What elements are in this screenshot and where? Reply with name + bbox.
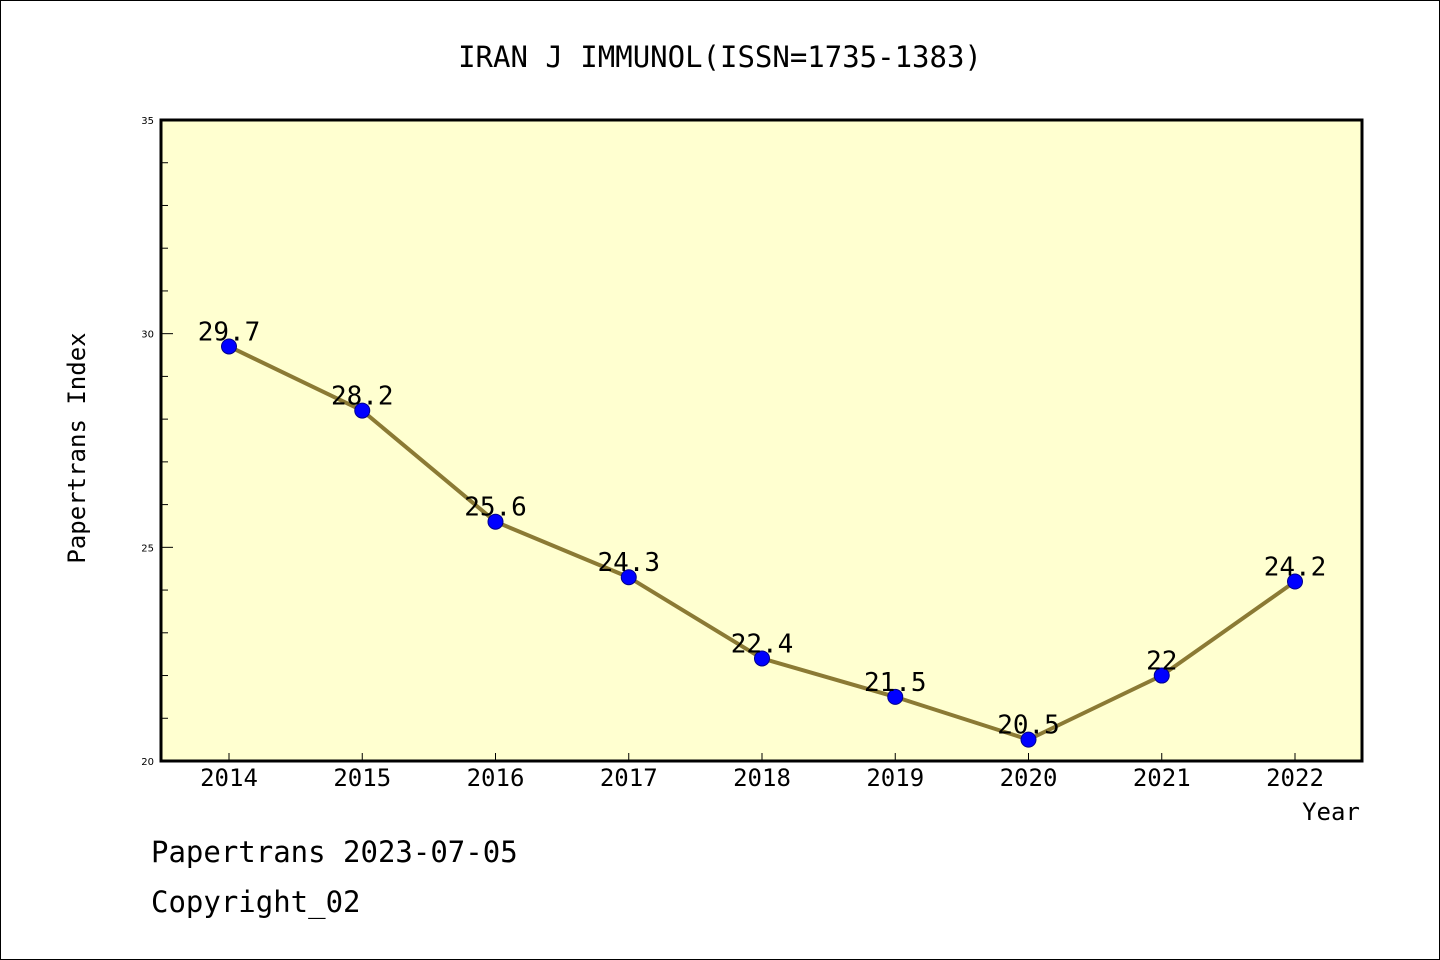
- footer-copyright: Copyright_02: [151, 885, 361, 919]
- data-point-marker: [887, 688, 904, 705]
- data-label: 22.4: [731, 629, 794, 659]
- x-axis-label: Year: [1302, 798, 1360, 826]
- data-label: 22: [1146, 647, 1177, 677]
- x-tick-label: 2014: [200, 764, 258, 792]
- x-tick-label: 2015: [333, 764, 391, 792]
- data-label: 29.7: [198, 317, 261, 347]
- x-tick-label: 2018: [733, 764, 791, 792]
- x-tick-label: 2017: [600, 764, 658, 792]
- x-tick-label: 2021: [1133, 764, 1191, 792]
- data-point-marker: [1153, 667, 1170, 684]
- data-point-marker: [221, 338, 237, 355]
- x-tick-label: 2016: [467, 764, 525, 792]
- y-tick-label: 25: [141, 543, 154, 554]
- data-label: 21.5: [864, 668, 927, 698]
- data-point-marker: [620, 569, 637, 586]
- data-label: 25.6: [464, 493, 527, 523]
- data-point-marker: [1287, 573, 1303, 590]
- y-minor-ticks: [161, 119, 173, 762]
- x-ticks: [228, 753, 1296, 761]
- data-point-marker: [1020, 731, 1037, 748]
- x-tick-label: 2022: [1266, 764, 1324, 792]
- data-point-marker: [487, 513, 504, 530]
- data-label: 24.2: [1264, 553, 1327, 583]
- y-tick-label: 30: [141, 330, 154, 341]
- x-tick-label: 2019: [866, 764, 924, 792]
- data-markers: [221, 338, 1303, 748]
- y-tick-label: 20: [141, 757, 154, 768]
- data-label: 24.3: [597, 548, 660, 578]
- footer-date: Papertrans 2023-07-05: [151, 835, 518, 869]
- data-label: 28.2: [331, 382, 394, 412]
- y-tick-labels: 20 25 30 35: [141, 116, 154, 768]
- x-tick-labels: 2014 2015 2016 2017 2018 2019 2020 2021 2022: [200, 764, 1324, 792]
- data-point-marker: [354, 402, 371, 419]
- chart-title: IRAN J IMMUNOL(ISSN=1735-1383): [458, 40, 982, 74]
- y-axis-label: Papertrans Index: [63, 332, 91, 563]
- data-point-marker: [754, 650, 770, 667]
- y-tick-label: 35: [141, 116, 154, 127]
- data-label: 20.5: [997, 711, 1060, 741]
- x-tick-label: 2020: [1000, 764, 1058, 792]
- data-labels: 29.7 28.2 25.6 24.3 22.4 21.5 20.5 22 24.2: [198, 317, 1327, 740]
